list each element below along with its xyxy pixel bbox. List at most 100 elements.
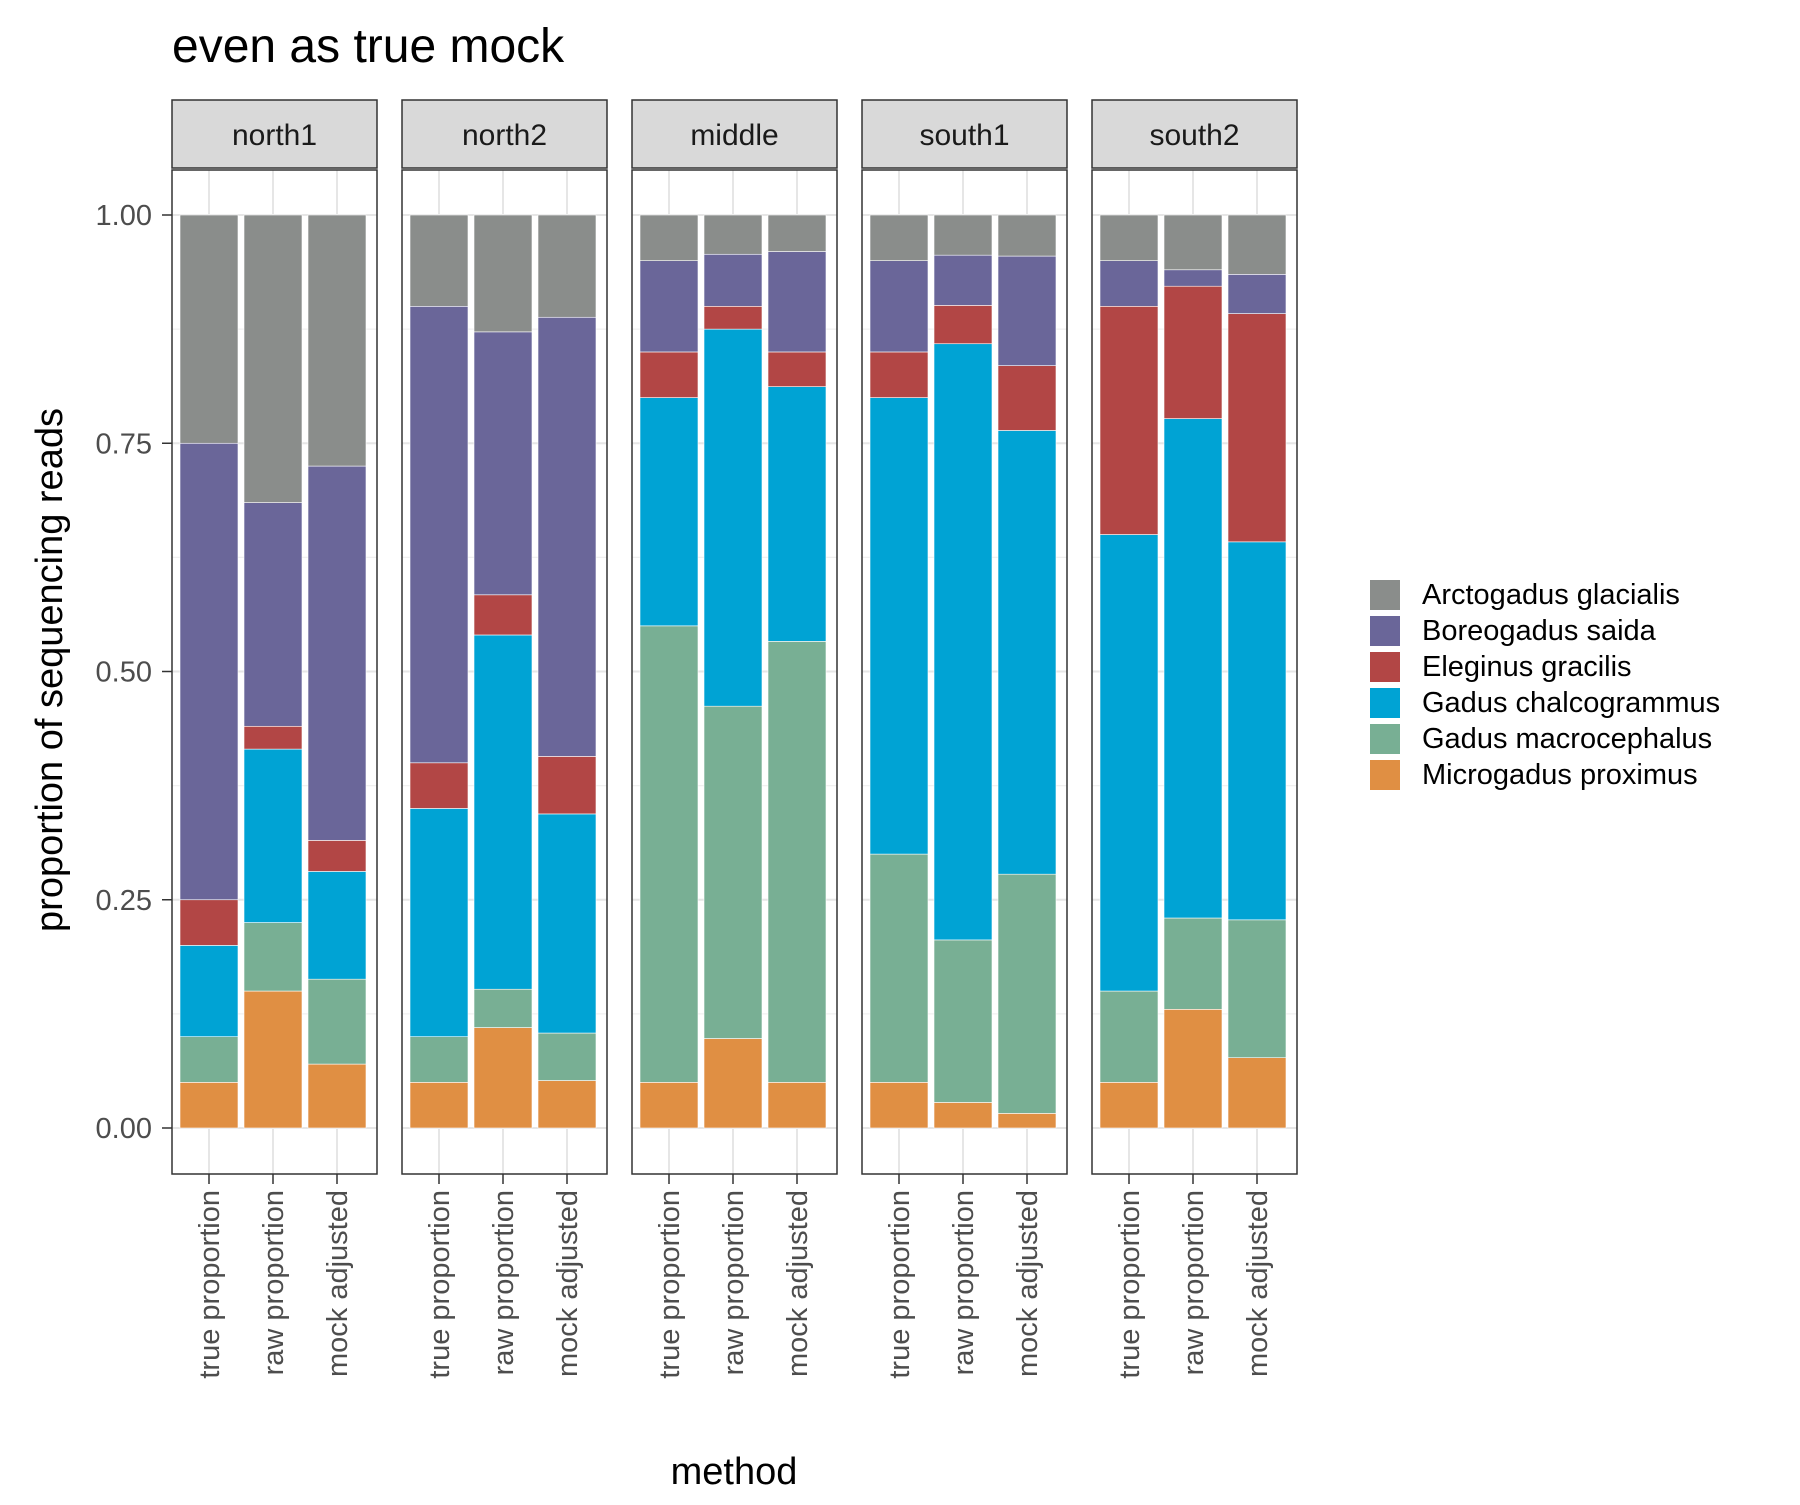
bar-segment-eleginus-gracilis: [179, 899, 239, 946]
bar-segment-microgadus-proximus: [767, 1082, 827, 1129]
bar-segment-gadus-chalcogrammus: [869, 397, 929, 855]
bar-segment-gadus-macrocephalus: [703, 705, 763, 1039]
legend-label: Boreogadus saida: [1422, 615, 1657, 647]
x-tick-label: mock adjusted: [1012, 1190, 1044, 1377]
facet-middle: middle true proportion raw proportion mock …: [631, 99, 838, 1379]
facet-strip: [171, 99, 378, 169]
x-tick-label: raw proportion: [488, 1190, 520, 1375]
bar-segment-gadus-chalcogrammus: [997, 430, 1057, 875]
bar-stack-raw-proportion: [243, 214, 303, 1129]
x-tick-label: raw proportion: [948, 1190, 980, 1375]
bar-segment-microgadus-proximus: [703, 1038, 763, 1129]
bar-stack-raw-proportion: [703, 214, 763, 1129]
bar-segment-arctogadus-glacialis: [767, 214, 827, 252]
facet-strip: [861, 99, 1068, 169]
bar-stack-raw-proportion: [933, 214, 993, 1129]
facet-strip: [1091, 99, 1298, 169]
bar-stack-true-proportion: [179, 214, 239, 1129]
bar-segment-eleginus-gracilis: [997, 365, 1057, 431]
x-tick-label: raw proportion: [258, 1190, 290, 1375]
legend-label: Eleginus gracilis: [1422, 651, 1632, 683]
bar-segment-arctogadus-glacialis: [639, 214, 699, 261]
bar-segment-boreogadus-saida: [1227, 274, 1287, 314]
legend-label: Arctogadus glacialis: [1422, 579, 1680, 611]
bar-segment-gadus-macrocephalus: [869, 853, 929, 1083]
bar-segment-boreogadus-saida: [997, 255, 1057, 366]
bar-segment-arctogadus-glacialis: [1227, 214, 1287, 275]
facet-strip-label: south1: [919, 119, 1009, 152]
bar-segment-eleginus-gracilis: [1163, 285, 1223, 419]
bar-segment-eleginus-gracilis: [243, 725, 303, 750]
x-tick-label: mock adjusted: [552, 1190, 584, 1377]
panel-border: [861, 169, 1068, 1175]
bar-segment-eleginus-gracilis: [1099, 305, 1159, 535]
facet-strip: [631, 99, 838, 169]
bar-segment-microgadus-proximus: [1163, 1009, 1223, 1129]
bar-segment-gadus-macrocephalus: [1163, 917, 1223, 1010]
legend-key: [1370, 652, 1400, 682]
bar-stack-mock-adjusted: [307, 214, 367, 1129]
y-tick-label: 0.25: [96, 885, 152, 917]
panel-border: [631, 169, 838, 1175]
bar-segment-arctogadus-glacialis: [997, 214, 1057, 257]
bar-segment-microgadus-proximus: [869, 1082, 929, 1129]
bar-segment-microgadus-proximus: [409, 1082, 469, 1129]
bar-segment-boreogadus-saida: [767, 251, 827, 353]
bar-segment-arctogadus-glacialis: [537, 214, 597, 318]
bar-segment-microgadus-proximus: [473, 1027, 533, 1129]
bar-stack-true-proportion: [1099, 214, 1159, 1129]
bar-segment-eleginus-gracilis: [767, 351, 827, 387]
bar-segment-arctogadus-glacialis: [307, 214, 367, 467]
bar-segment-boreogadus-saida: [1163, 269, 1223, 287]
facet-strip-label: south2: [1149, 119, 1239, 152]
bar-segment-gadus-macrocephalus: [767, 641, 827, 1083]
bar-segment-arctogadus-glacialis: [869, 214, 929, 261]
y-tick-label: 1.00: [96, 200, 152, 232]
bar-segment-gadus-macrocephalus: [933, 939, 993, 1103]
x-tick-label: mock adjusted: [322, 1190, 354, 1377]
bar-segment-gadus-chalcogrammus: [179, 945, 239, 1038]
legend-label: Gadus macrocephalus: [1422, 723, 1712, 755]
bar-segment-microgadus-proximus: [639, 1082, 699, 1129]
bar-segment-gadus-macrocephalus: [1227, 919, 1287, 1058]
facet-strip: [401, 99, 608, 169]
bar-segment-arctogadus-glacialis: [703, 214, 763, 255]
bar-segment-eleginus-gracilis: [307, 840, 367, 872]
bar-segment-boreogadus-saida: [473, 331, 533, 596]
chart-title: even as true mock: [172, 20, 565, 73]
panel-border: [401, 169, 608, 1175]
bar-stack-mock-adjusted: [997, 214, 1057, 1129]
legend-item-eleginus-gracilis: Eleginus gracilis: [1370, 651, 1632, 683]
bar-stack-raw-proportion: [1163, 214, 1223, 1129]
bar-segment-gadus-macrocephalus: [639, 625, 699, 1083]
bar-segment-boreogadus-saida: [537, 316, 597, 757]
bar-segment-arctogadus-glacialis: [933, 214, 993, 256]
bar-segment-eleginus-gracilis: [473, 594, 533, 636]
bar-segment-arctogadus-glacialis: [473, 214, 533, 333]
x-axis-title: method: [671, 1451, 798, 1493]
legend-label: Microgadus proximus: [1422, 759, 1698, 791]
bar-segment-boreogadus-saida: [307, 465, 367, 841]
facet-north2: north2 true proportion raw proportion mock …: [401, 99, 608, 1379]
bar-segment-boreogadus-saida: [869, 260, 929, 353]
legend-item-microgadus-proximus: Microgadus proximus: [1370, 759, 1698, 791]
y-tick-label: 0.00: [96, 1113, 152, 1145]
legend-key: [1370, 616, 1400, 646]
bar-segment-microgadus-proximus: [1227, 1057, 1287, 1129]
facet-south2: south2 true proportion raw proportion mock …: [1091, 99, 1298, 1379]
bar-segment-boreogadus-saida: [179, 442, 239, 901]
bar-segment-gadus-chalcogrammus: [933, 343, 993, 941]
legend-key: [1370, 760, 1400, 790]
bar-segment-gadus-chalcogrammus: [473, 634, 533, 990]
bar-segment-gadus-chalcogrammus: [409, 808, 469, 1038]
bar-segment-boreogadus-saida: [409, 305, 469, 764]
bar-segment-microgadus-proximus: [1099, 1082, 1159, 1129]
bar-segment-gadus-chalcogrammus: [767, 386, 827, 642]
x-tick-label: raw proportion: [1178, 1190, 1210, 1375]
facet-south1: south1 true proportion raw proportion mock …: [861, 99, 1068, 1379]
bar-segment-arctogadus-glacialis: [179, 214, 239, 444]
bar-segment-gadus-macrocephalus: [473, 988, 533, 1028]
bar-segment-arctogadus-glacialis: [1163, 214, 1223, 271]
bar-segment-gadus-chalcogrammus: [639, 397, 699, 627]
